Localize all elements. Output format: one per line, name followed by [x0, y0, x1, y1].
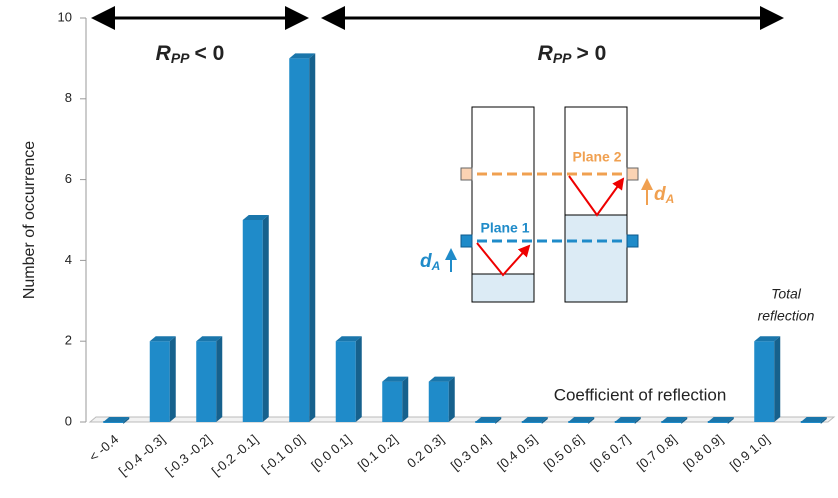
region-label: RPP> 0 — [538, 42, 607, 66]
x-tick-label: [0.1 0.2] — [355, 431, 401, 473]
bar — [289, 53, 315, 422]
bar — [196, 336, 222, 422]
y-axis-label: Number of occurrence — [21, 141, 38, 299]
y-tick-label: 6 — [65, 171, 72, 186]
inset-diagram — [451, 107, 647, 302]
plane-label: Plane 1 — [480, 220, 529, 236]
x-tick-label: [0.4 0.5] — [494, 431, 540, 473]
x-tick-label: 0.2 0.3] — [404, 431, 447, 470]
x-tick-label: [0.3 0.4] — [448, 431, 494, 473]
region-label: RPP< 0 — [156, 42, 225, 66]
x-tick-label: < -0.4 — [86, 431, 121, 464]
x-tick-label: [0.8 0.9] — [680, 431, 726, 473]
annotation: Total — [771, 286, 802, 302]
x-tick-label: [-0.4 -0.3] — [116, 431, 168, 478]
d-label: dA — [654, 184, 674, 206]
y-tick-label: 0 — [65, 413, 72, 428]
x-tick-label: [-0.1 0.0] — [258, 431, 307, 475]
d-label: dA — [420, 251, 440, 273]
x-tick-label: [-0.2 -0.1] — [209, 431, 261, 478]
bar — [336, 336, 362, 422]
bar — [243, 215, 269, 422]
x-tick-label: [-0.3 -0.2] — [162, 431, 214, 478]
y-tick-label: 10 — [58, 9, 72, 24]
x-tick-label: [0.6 0.7] — [587, 431, 633, 473]
chart: Number of occurrence Coefficient of refl… — [0, 0, 838, 498]
y-tick-label: 8 — [65, 90, 72, 105]
y-tick-label: 2 — [65, 333, 72, 348]
bar — [754, 336, 780, 422]
y-tick-label: 4 — [65, 252, 72, 267]
x-axis-label: Coefficient of reflection — [554, 385, 727, 404]
x-tick-label: [0.9 1.0] — [727, 431, 773, 473]
x-tick-label: [0.0 0.1] — [308, 431, 354, 473]
plane-label: Plane 2 — [572, 149, 621, 165]
bar — [150, 336, 176, 422]
x-tick-label: [0.5 0.6] — [541, 431, 587, 473]
x-tick-label: [0.7 0.8] — [634, 431, 680, 473]
bar — [382, 377, 408, 422]
annotation: reflection — [758, 308, 815, 324]
bar — [429, 377, 455, 422]
